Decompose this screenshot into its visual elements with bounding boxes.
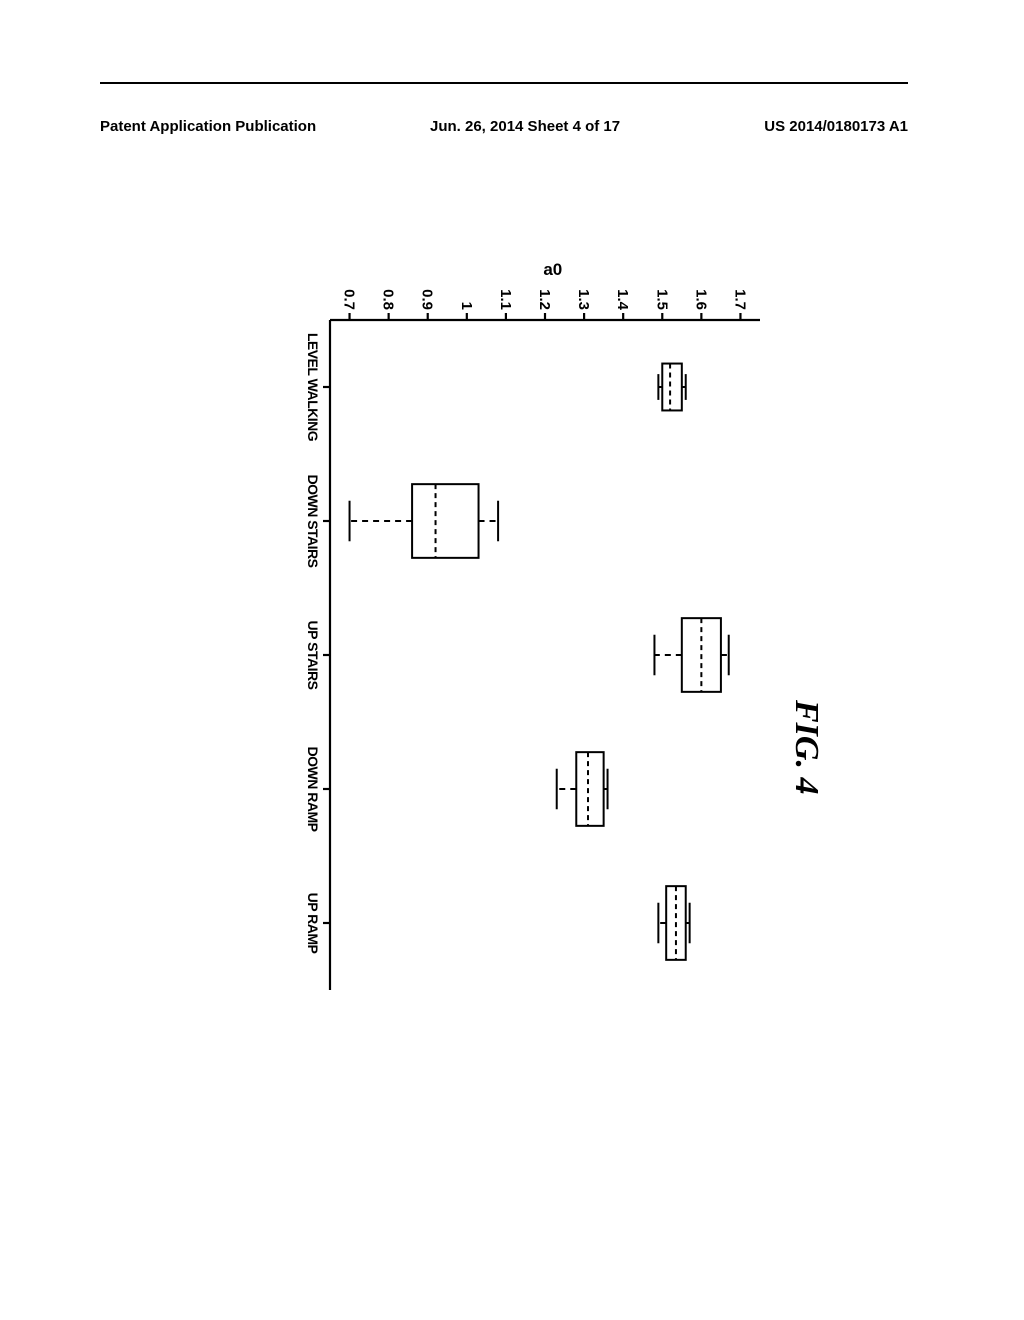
header-right: US 2014/0180173 A1 xyxy=(764,118,908,135)
figure-label: FIG. 4 xyxy=(787,700,825,794)
svg-text:1.2: 1.2 xyxy=(536,289,553,310)
svg-text:UP RAMP: UP RAMP xyxy=(305,893,321,954)
svg-text:1.3: 1.3 xyxy=(575,289,592,310)
svg-text:0.8: 0.8 xyxy=(380,289,397,310)
svg-text:1.6: 1.6 xyxy=(692,289,709,310)
header-rule xyxy=(100,82,908,84)
svg-text:DOWN STAIRS: DOWN STAIRS xyxy=(305,474,321,567)
svg-text:1.1: 1.1 xyxy=(497,289,514,310)
boxplot-svg: 0.7 0.8 0.9 1 1.1 1.2 1.3 1.4 1.5 1.6 1.7 a0 LEVEL W… xyxy=(260,250,780,1010)
svg-text:1.7: 1.7 xyxy=(731,289,748,310)
figure-4-chart: 0.7 0.8 0.9 1 1.1 1.2 1.3 1.4 1.5 1.6 1.7 a0 LEVEL W… xyxy=(260,250,780,1010)
svg-text:0.7: 0.7 xyxy=(341,289,358,310)
svg-text:0.9: 0.9 xyxy=(419,289,436,310)
svg-text:1.4: 1.4 xyxy=(614,289,631,311)
header-center: Jun. 26, 2014 Sheet 4 of 17 xyxy=(430,118,620,135)
svg-text:1.5: 1.5 xyxy=(653,289,670,310)
svg-text:1: 1 xyxy=(458,302,475,310)
svg-text:DOWN RAMP: DOWN RAMP xyxy=(305,747,321,832)
header-left: Patent Application Publication xyxy=(100,118,316,135)
svg-text:LEVEL WALKING: LEVEL WALKING xyxy=(305,333,321,442)
svg-text:UP STAIRS: UP STAIRS xyxy=(305,621,321,690)
svg-text:a0: a0 xyxy=(543,260,562,279)
